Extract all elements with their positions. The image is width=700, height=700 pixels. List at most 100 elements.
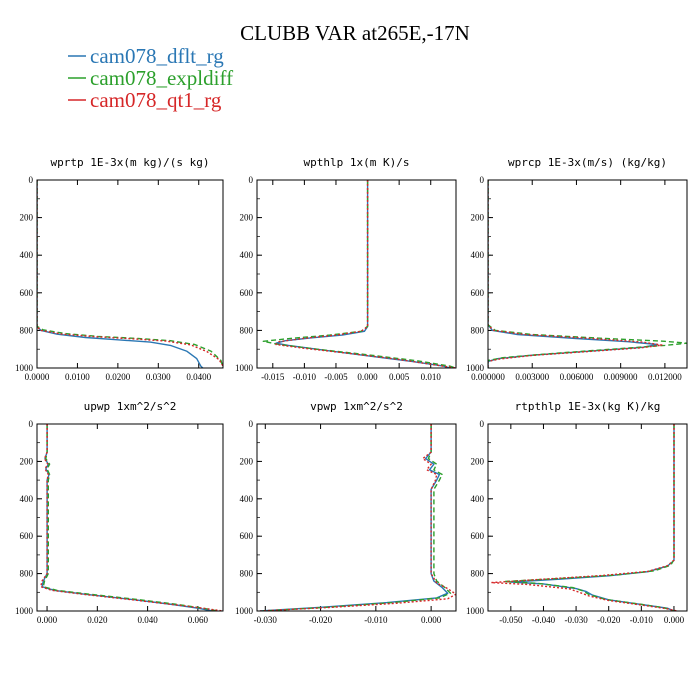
y-tick-label: 0: [249, 419, 254, 429]
y-tick-label: 0: [480, 175, 485, 185]
y-tick-label: 0: [249, 175, 254, 185]
x-tick-label: 0.005: [389, 372, 410, 382]
y-tick-label: 800: [20, 569, 34, 579]
x-tick-label: 0.0000: [25, 372, 50, 382]
plot-frame: [256, 179, 457, 369]
panel-6: rtpthlp 1E-3x(kg K)/kg 0 200 400 600 800 1000 -…: [466, 400, 688, 625]
y-tick-label: 600: [240, 288, 254, 298]
y-tick-label: 0: [29, 419, 34, 429]
x-tick-label: 0.010: [421, 372, 442, 382]
series-line-1: [37, 180, 204, 368]
legend-entry-expldiff: cam078_expldiff: [68, 66, 233, 90]
x-tick-label: 0.040: [137, 615, 158, 625]
y-tick-label: 1000: [15, 363, 34, 373]
x-tick-label: 0.000: [37, 615, 58, 625]
y-tick-label: 1000: [235, 363, 254, 373]
y-tick-label: 400: [471, 250, 485, 260]
panel-title: rtpthlp 1E-3x(kg K)/kg: [515, 400, 661, 413]
y-tick-label: 1000: [466, 606, 485, 616]
x-tick-label: -0.020: [597, 615, 621, 625]
y-tick-label: 400: [20, 250, 34, 260]
x-tick-label: -0.030: [254, 615, 278, 625]
y-tick-label: 800: [471, 325, 485, 335]
y-tick-label: 600: [471, 288, 485, 298]
y-tick-label: 1000: [235, 606, 254, 616]
y-tick-label: 600: [20, 531, 34, 541]
x-tick-label: 0.003000: [515, 372, 549, 382]
y-tick-label: 800: [471, 569, 485, 579]
x-tick-label: 0.000: [421, 615, 442, 625]
x-tick-label: 0.060: [188, 615, 209, 625]
x-tick-label: -0.010: [364, 615, 388, 625]
panel-2: wpthlp 1x(m K)/s02004006008001000-0.015-…: [235, 156, 457, 382]
y-tick-label: 600: [471, 531, 485, 541]
panels: wprtp 1E-3x(m kg)/(s kg) 0 200 400 600 800 100…: [15, 156, 688, 625]
y-tick-label: 200: [240, 456, 254, 466]
y-tick-label: 600: [240, 531, 254, 541]
series-line-2: [488, 180, 687, 368]
y-tick-label: 400: [471, 494, 485, 504]
x-tick-label: -0.030: [564, 615, 588, 625]
x-tick-label: -0.010: [630, 615, 654, 625]
series-group: [259, 424, 456, 611]
plot-frame: [487, 423, 688, 612]
y-tick-label: 200: [471, 456, 485, 466]
y-tick-label: 0: [29, 175, 34, 185]
panel-1: wprtp 1E-3x(m kg)/(s kg) 0 200 400 600 800 100…: [15, 156, 224, 382]
plot-frame: [36, 179, 224, 369]
panel-title: vpwp 1xm^2/s^2: [310, 400, 403, 413]
series-line-3: [490, 424, 678, 611]
x-tick-label: 0.012000: [648, 372, 682, 382]
x-tick-label: 0.006000: [560, 372, 594, 382]
x-tick-label: -0.015: [261, 372, 285, 382]
series-line-1: [41, 424, 214, 611]
figure-title: CLUBB VAR at265E,-17N: [240, 21, 470, 45]
x-tick-label: 0.009000: [604, 372, 638, 382]
series-line-2: [42, 424, 219, 611]
panel-title: wpthlp 1x(m K)/s: [304, 156, 410, 169]
legend-entry-dflt: cam078_dflt_rg: [68, 44, 224, 68]
legend-label-qt1: cam078_qt1_rg: [90, 88, 222, 112]
series-group: [40, 424, 223, 611]
plot-frame: [36, 423, 224, 612]
x-tick-label: -0.005: [324, 372, 348, 382]
series-line-1: [259, 424, 449, 611]
y-tick-label: 1000: [466, 363, 485, 373]
series-group: [262, 180, 456, 368]
x-tick-label: 0.0100: [65, 372, 90, 382]
y-tick-label: 200: [240, 213, 254, 223]
x-tick-label: -0.010: [293, 372, 317, 382]
panel-title: wprtp 1E-3x(m kg)/(s kg): [51, 156, 210, 169]
y-tick-label: 200: [20, 456, 34, 466]
legend-label-dflt: cam078_dflt_rg: [90, 44, 224, 68]
y-tick-label: 600: [20, 288, 34, 298]
series-group: [488, 180, 687, 368]
panel-title: wprcp 1E-3x(m/s) (kg/kg): [508, 156, 667, 169]
x-tick-label: 0.000000: [471, 372, 505, 382]
y-tick-label: 800: [240, 569, 254, 579]
panel-5: vpwp 1xm^2/s^2 0 200 400 600 800 1000-0.030 -0.…: [235, 400, 457, 625]
legend-entry-qt1: cam078_qt1_rg: [68, 88, 222, 112]
series-line-3: [40, 424, 223, 611]
legend-label-expldiff: cam078_expldiff: [90, 66, 233, 90]
series-line-2: [37, 180, 223, 368]
plot-frame: [256, 423, 457, 612]
x-tick-label: 0.0300: [146, 372, 171, 382]
y-tick-label: 1000: [15, 606, 34, 616]
panel-3: wprcp 1E-3x(m/s) (kg/kg) 0 200 400 600 800 100…: [466, 156, 688, 382]
series-line-3: [275, 180, 456, 368]
y-tick-label: 200: [20, 213, 34, 223]
x-tick-label: -0.050: [499, 615, 523, 625]
y-tick-label: 800: [240, 325, 254, 335]
series-line-1: [275, 180, 450, 368]
x-tick-label: 0.000: [357, 372, 378, 382]
x-tick-label: -0.040: [532, 615, 556, 625]
y-tick-label: 400: [240, 494, 254, 504]
series-line-3: [488, 180, 663, 368]
y-tick-label: 400: [240, 250, 254, 260]
legend: cam078_dflt_rg cam078_expldiff cam078_qt…: [68, 44, 233, 112]
x-tick-label: 0.020: [87, 615, 108, 625]
y-tick-label: 800: [20, 325, 34, 335]
